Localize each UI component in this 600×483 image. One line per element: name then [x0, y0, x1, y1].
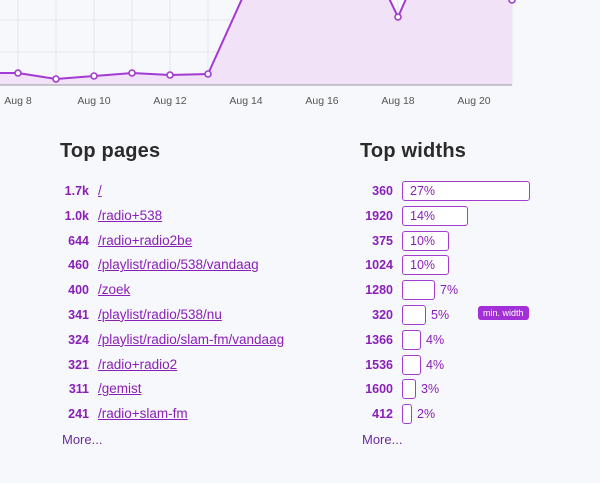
- page-visit-count: 1.0k: [64, 208, 89, 223]
- page-path-link[interactable]: /radio+538: [98, 207, 163, 223]
- x-tick-label: Aug 16: [305, 95, 338, 107]
- top-widths-title: Top widths: [360, 140, 467, 162]
- min-width-badge: min. width: [478, 305, 529, 320]
- page-visit-count: 644: [68, 233, 89, 248]
- top-widths-more-link[interactable]: More...: [362, 432, 403, 447]
- page-visit-count: 400: [68, 283, 89, 298]
- page-visit-count: 311: [68, 382, 89, 397]
- width-share-bar: [402, 379, 416, 400]
- page-visit-count: 321: [68, 357, 89, 372]
- top-width-row: 375 10%: [360, 230, 590, 255]
- top-page-row: 311/gemist: [60, 378, 340, 403]
- top-pages-title: Top pages: [60, 140, 161, 162]
- traffic-points: [14, 0, 516, 83]
- screen-width-value: 375: [372, 233, 393, 248]
- page-visit-count: 241: [68, 407, 89, 422]
- page-path-link[interactable]: /zoek: [98, 282, 131, 298]
- page-path-link[interactable]: /playlist/radio/slam-fm/vandaag: [98, 331, 285, 347]
- x-tick-label: Aug 10: [77, 95, 110, 107]
- top-widths-list: 360 27% 1920 14% 375 10% 1024 10% 1280 7% 320 5% min…: [360, 180, 590, 428]
- top-page-row: 644/radio+radio2be: [60, 230, 340, 255]
- screen-width-value: 360: [372, 184, 393, 198]
- page-visit-count: 460: [68, 258, 89, 273]
- top-width-row: 1024 10%: [360, 254, 590, 279]
- width-share-percent: 4%: [426, 332, 445, 347]
- x-tick-label: Aug 8: [4, 95, 32, 107]
- width-share-percent: 27%: [410, 184, 436, 198]
- top-width-row: 1920 14%: [360, 205, 590, 230]
- x-tick-label: Aug 20: [457, 95, 490, 107]
- top-page-row: 241/radio+slam-fm: [60, 403, 340, 428]
- top-pages-panel: Top pages 1.7k/1.0k/radio+538 644/radio+r…: [60, 140, 340, 447]
- x-tick-label: Aug 18: [381, 95, 414, 107]
- width-share-percent: 2%: [417, 407, 436, 422]
- width-share-bar: [402, 404, 412, 425]
- top-pages-list: 1.7k/1.0k/radio+538 644/radio+radio2be 460…: [60, 180, 340, 428]
- screen-width-value: 1600: [365, 382, 393, 397]
- x-tick-label: Aug 14: [229, 95, 262, 107]
- top-page-row: 400/zoek: [60, 279, 340, 304]
- page-path-link[interactable]: /: [98, 183, 102, 198]
- top-width-row: 412 2%: [360, 403, 590, 428]
- width-share-bar: [402, 304, 426, 325]
- page-path-link[interactable]: /radio+slam-fm: [98, 406, 188, 422]
- screen-width-value: 1366: [365, 332, 393, 347]
- traffic-chart: Aug 8 Aug 10 Aug 12 Aug 14 Aug 16 Aug 18 Aug 2…: [0, 0, 516, 107]
- data-point: [508, 0, 516, 4]
- top-pages-more-link[interactable]: More...: [62, 432, 103, 447]
- width-share-bar: [402, 230, 449, 251]
- width-share-bar: [402, 205, 468, 226]
- data-point: [90, 72, 98, 80]
- top-widths-panel: Top widths 360 27% 1920 14% 375 10% 1024 10% 128…: [360, 140, 590, 447]
- screen-width-value: 1536: [365, 357, 393, 372]
- width-share-bar: [402, 280, 435, 301]
- screen-width-value: 1920: [365, 208, 393, 223]
- data-point: [394, 13, 402, 21]
- data-point: [14, 69, 22, 77]
- data-point: [52, 75, 60, 83]
- screen-width-value: 412: [372, 407, 393, 422]
- screen-width-value: 1280: [365, 283, 393, 298]
- data-point: [166, 71, 174, 79]
- width-share-bar: [402, 354, 421, 375]
- page-path-link[interactable]: /gemist: [98, 381, 142, 397]
- x-tick-label: Aug 12: [153, 95, 186, 107]
- screen-width-value: 1024: [365, 258, 393, 273]
- x-axis-ticks: Aug 8 Aug 10 Aug 12 Aug 14 Aug 16 Aug 18 Aug 2…: [4, 95, 491, 107]
- data-point: [128, 69, 136, 77]
- width-share-bar: [402, 181, 530, 201]
- top-page-row: 341/playlist/radio/538/nu: [60, 304, 340, 329]
- width-share-percent: 7%: [440, 283, 459, 298]
- top-width-row: 360 27%: [360, 180, 590, 205]
- top-width-row: 1366 4%: [360, 329, 590, 354]
- page-visit-count: 341: [68, 307, 89, 322]
- width-share-percent: 10%: [410, 233, 436, 248]
- width-share-percent: 14%: [410, 208, 436, 223]
- traffic-line: [0, 0, 512, 81]
- top-page-row: 321/radio+radio2: [60, 354, 340, 379]
- width-share-percent: 3%: [421, 382, 440, 397]
- width-share-percent: 4%: [426, 357, 445, 372]
- data-point: [204, 70, 212, 78]
- top-width-row: 1600 3%: [360, 378, 590, 403]
- width-share-percent: 10%: [410, 258, 436, 273]
- page-visit-count: 324: [68, 332, 89, 347]
- width-share-percent: 5%: [431, 307, 450, 322]
- top-page-row: 1.7k /: [60, 180, 340, 205]
- page-path-link[interactable]: /playlist/radio/538/nu: [98, 306, 222, 322]
- page-path-link[interactable]: /playlist/radio/538/vandaag: [98, 257, 259, 273]
- page-path-link[interactable]: /radio+radio2: [98, 356, 178, 372]
- width-share-bar: [402, 255, 449, 276]
- page-visit-count: 1.7k: [64, 184, 89, 198]
- page-path-link[interactable]: /radio+radio2be: [98, 232, 193, 248]
- top-width-row: 1536 4%: [360, 354, 590, 379]
- top-page-row: 324/playlist/radio/slam-fm/vandaag: [60, 329, 340, 354]
- top-page-row: 1.0k/radio+538: [60, 205, 340, 230]
- top-width-row: 320 5% min. width: [360, 304, 590, 329]
- width-share-bar: [402, 329, 421, 350]
- top-width-row: 1280 7%: [360, 279, 590, 304]
- screen-width-value: 320: [372, 307, 393, 322]
- top-page-row: 460/playlist/radio/538/vandaag: [60, 254, 340, 279]
- traffic-area: [0, 0, 512, 85]
